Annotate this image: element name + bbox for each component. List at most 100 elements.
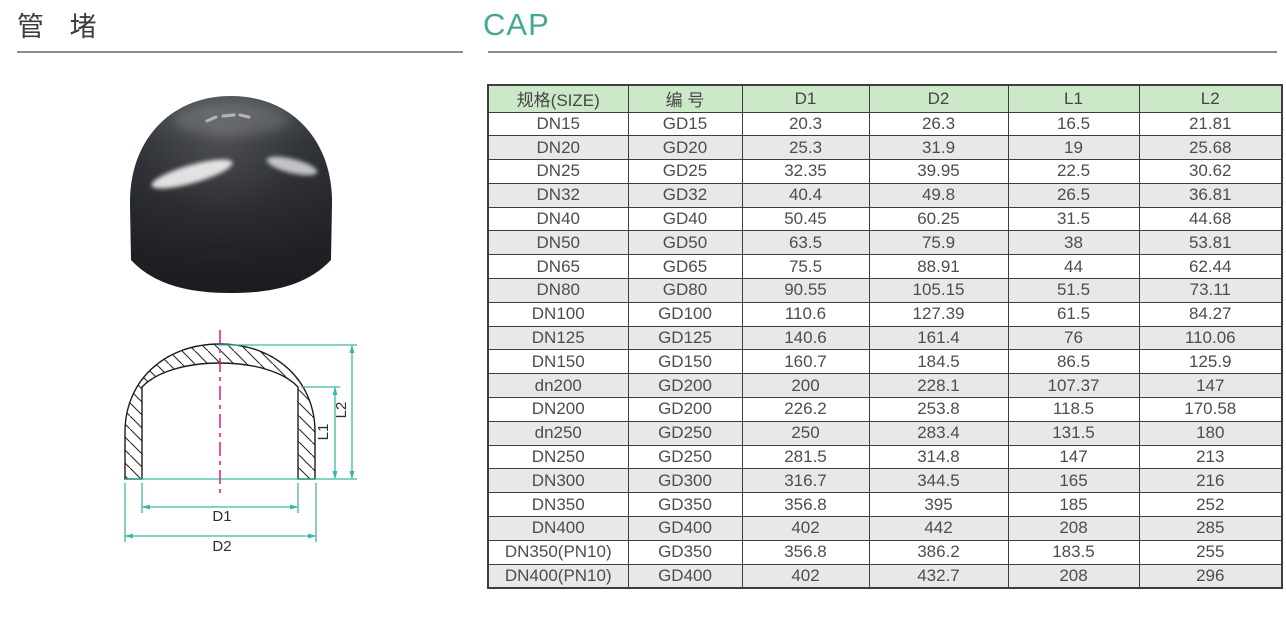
title-underline-right bbox=[488, 51, 1277, 53]
table-cell: 51.5 bbox=[1007, 278, 1140, 303]
table-cell: 131.5 bbox=[1007, 420, 1140, 446]
table-cell: 296 bbox=[1138, 563, 1283, 589]
table-cell: GD200 bbox=[627, 397, 743, 422]
table-cell: 22.5 bbox=[1007, 159, 1140, 184]
table-row: DN65 GD65 75.5 88.91 44 62.44 bbox=[487, 254, 1283, 280]
title-underline-left bbox=[17, 51, 463, 53]
table-cell: GD300 bbox=[627, 468, 743, 494]
table-row: DN350(PN10) GD350 356.8 386.2 183.5 255 bbox=[487, 539, 1283, 565]
table-cell: 442 bbox=[868, 516, 1009, 541]
table-row: DN40 GD40 50.45 60.25 31.5 44.68 bbox=[487, 206, 1283, 232]
table-cell: GD200 bbox=[627, 373, 743, 399]
table-cell: GD50 bbox=[627, 230, 743, 256]
table-row: DN20 GD20 25.3 31.9 19 25.68 bbox=[487, 135, 1283, 161]
table-cell: 314.8 bbox=[868, 444, 1009, 470]
table-cell: 253.8 bbox=[868, 397, 1009, 422]
table-cell: 44 bbox=[1007, 254, 1140, 280]
table-cell: 61.5 bbox=[1007, 301, 1140, 327]
table-cell: 50.45 bbox=[741, 206, 870, 232]
table-row: DN400(PN10) GD400 402 432.7 208 296 bbox=[487, 563, 1283, 589]
dim-label-d1: D1 bbox=[212, 508, 231, 525]
table-cell: 395 bbox=[868, 492, 1009, 518]
table-row: DN25 GD25 32.35 39.95 22.5 30.62 bbox=[487, 159, 1283, 184]
table-cell: GD32 bbox=[627, 182, 743, 208]
table-cell: 160.7 bbox=[741, 349, 870, 375]
table-cell: DN300 bbox=[487, 468, 629, 494]
column-header: D2 bbox=[868, 84, 1009, 113]
table-cell: 53.81 bbox=[1138, 230, 1283, 256]
table-cell: 213 bbox=[1138, 444, 1283, 470]
cap-top-sheen bbox=[173, 104, 289, 136]
table-cell: 26.3 bbox=[868, 111, 1009, 137]
table-cell: 32.35 bbox=[741, 159, 870, 184]
table-cell: DN100 bbox=[487, 301, 629, 327]
column-header: L1 bbox=[1007, 84, 1140, 113]
table-cell: 200 bbox=[741, 373, 870, 399]
table-row: DN32 GD32 40.4 49.8 26.5 36.81 bbox=[487, 182, 1283, 208]
table-row: DN400 GD400 402 442 208 285 bbox=[487, 516, 1283, 541]
table-cell: DN25 bbox=[487, 159, 629, 184]
table-cell: GD20 bbox=[627, 135, 743, 161]
table-cell: DN350 bbox=[487, 492, 629, 518]
table-cell: GD125 bbox=[627, 325, 743, 351]
cap-highlight-right bbox=[266, 156, 318, 176]
table-cell: DN400 bbox=[487, 516, 629, 541]
table-cell: 125.9 bbox=[1138, 349, 1283, 375]
cap-highlight-left bbox=[151, 159, 233, 189]
table-cell: 283.4 bbox=[868, 420, 1009, 446]
table-cell: GD25 bbox=[627, 159, 743, 184]
table-cell: 344.5 bbox=[868, 468, 1009, 494]
table-row: DN350 GD350 356.8 395 185 252 bbox=[487, 492, 1283, 518]
table-cell: DN125 bbox=[487, 325, 629, 351]
page-title-english: CAP bbox=[483, 7, 550, 42]
table-cell: 44.68 bbox=[1138, 206, 1283, 232]
table-cell: 432.7 bbox=[868, 563, 1009, 589]
column-header: 规格(SIZE) bbox=[487, 84, 629, 113]
table-cell: 255 bbox=[1138, 539, 1283, 565]
table-cell: 31.9 bbox=[868, 135, 1009, 161]
table-cell: 49.8 bbox=[868, 182, 1009, 208]
table-cell: 76 bbox=[1007, 325, 1140, 351]
table-cell: dn200 bbox=[487, 373, 629, 399]
table-cell: 16.5 bbox=[1007, 111, 1140, 137]
table-cell: 208 bbox=[1007, 516, 1140, 541]
table-row: dn200 GD200 200 228.1 107.37 147 bbox=[487, 373, 1283, 399]
table-cell: GD150 bbox=[627, 349, 743, 375]
table-cell: DN80 bbox=[487, 278, 629, 303]
column-header: D1 bbox=[741, 84, 870, 113]
table-cell: GD400 bbox=[627, 516, 743, 541]
table-cell: 20.3 bbox=[741, 111, 870, 137]
table-cell: 86.5 bbox=[1007, 349, 1140, 375]
table-cell: 386.2 bbox=[868, 539, 1009, 565]
table-row: DN100 GD100 110.6 127.39 61.5 84.27 bbox=[487, 301, 1283, 327]
table-cell: 62.44 bbox=[1138, 254, 1283, 280]
header-row: 规格(SIZE) 编 号 D1 D2 L1 L2 bbox=[487, 84, 1283, 113]
table-row: DN50 GD50 63.5 75.9 38 53.81 bbox=[487, 230, 1283, 256]
table-cell: 140.6 bbox=[741, 325, 870, 351]
table-cell: DN200 bbox=[487, 397, 629, 422]
table-cell: 107.37 bbox=[1007, 373, 1140, 399]
table-cell: 25.3 bbox=[741, 135, 870, 161]
table-cell: 39.95 bbox=[868, 159, 1009, 184]
table-cell: 216 bbox=[1138, 468, 1283, 494]
table-cell: DN15 bbox=[487, 111, 629, 137]
dim-label-l1: L1 bbox=[315, 424, 332, 441]
table-cell: DN250 bbox=[487, 444, 629, 470]
table-cell: GD15 bbox=[627, 111, 743, 137]
table-cell: 25.68 bbox=[1138, 135, 1283, 161]
table-cell: DN20 bbox=[487, 135, 629, 161]
table-row: DN250 GD250 281.5 314.8 147 213 bbox=[487, 444, 1283, 470]
table-cell: GD250 bbox=[627, 444, 743, 470]
dimension-lines bbox=[124, 344, 357, 542]
table-cell: 356.8 bbox=[741, 492, 870, 518]
table-cell: GD80 bbox=[627, 278, 743, 303]
table-cell: 105.15 bbox=[868, 278, 1009, 303]
table-cell: 356.8 bbox=[741, 539, 870, 565]
table-cell: DN50 bbox=[487, 230, 629, 256]
table-cell: 30.62 bbox=[1138, 159, 1283, 184]
table-cell: 402 bbox=[741, 563, 870, 589]
table-cell: 281.5 bbox=[741, 444, 870, 470]
table-cell: DN400(PN10) bbox=[487, 563, 629, 589]
table-cell: 40.4 bbox=[741, 182, 870, 208]
table-cell: GD40 bbox=[627, 206, 743, 232]
